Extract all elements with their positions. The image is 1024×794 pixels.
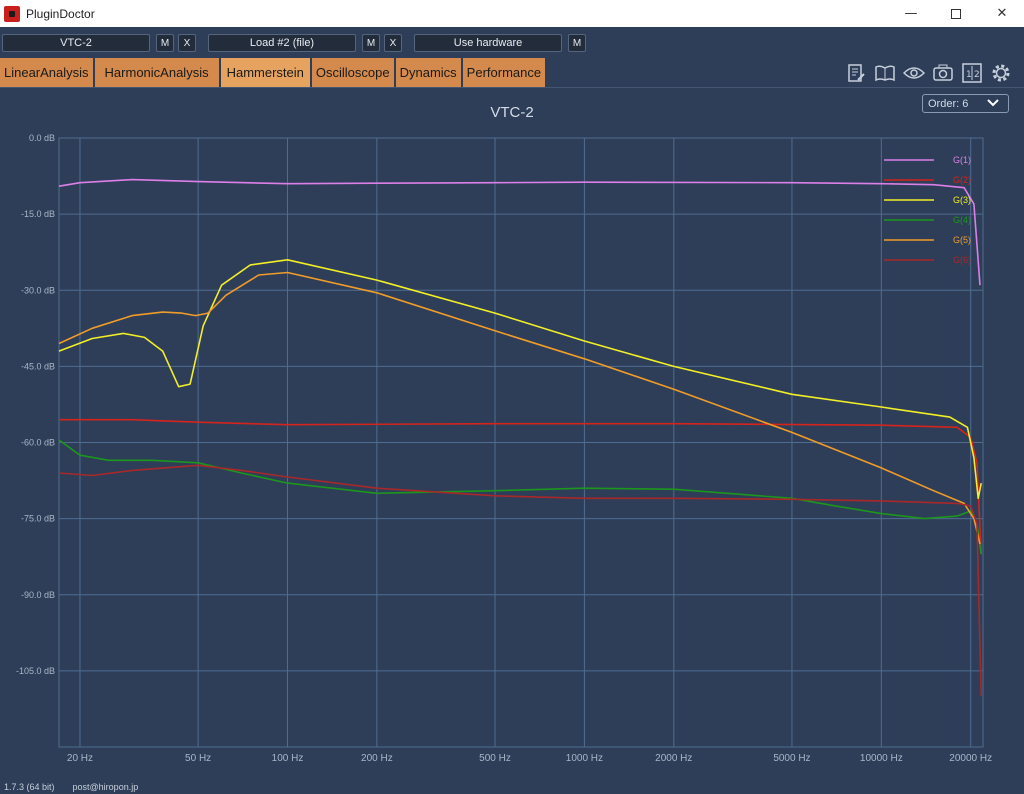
close-button[interactable]: ✕: [996, 6, 1008, 21]
camera-icon[interactable]: [931, 62, 955, 84]
toolbar: VTC-2 M X Load #2 (file) M X Use hardwar…: [0, 27, 1024, 58]
series-line-G5: [58, 271, 981, 545]
contact-email: post@hiropon.jp: [72, 782, 139, 792]
tab-divider: [0, 87, 1024, 88]
series-line-G3: [58, 259, 982, 500]
x-tick-label: 50 Hz: [185, 753, 211, 764]
y-tick-label: -105.0 dB: [16, 666, 55, 676]
x-tick-label: 500 Hz: [479, 753, 511, 764]
svg-text:2: 2: [974, 70, 980, 80]
plugin-selector[interactable]: VTC-2: [2, 34, 150, 52]
legend-label: G(6): [953, 255, 971, 265]
x-tick-label: 20 Hz: [67, 753, 93, 764]
footer: 1.7.3 (64 bit) post@hiropon.jp: [4, 782, 138, 792]
y-tick-label: -60.0 dB: [21, 438, 55, 448]
notes-icon[interactable]: [844, 62, 868, 84]
tab-linear-analysis[interactable]: LinearAnalysis: [0, 58, 95, 87]
series-line-G2: [59, 418, 982, 555]
load-mono-button[interactable]: M: [362, 34, 380, 52]
load-remove-button[interactable]: X: [384, 34, 402, 52]
book-icon[interactable]: [873, 62, 897, 84]
svg-text:1: 1: [966, 70, 972, 80]
x-tick-label: 100 Hz: [272, 753, 304, 764]
y-tick-label: -45.0 dB: [21, 361, 55, 371]
hardware-mono-button[interactable]: M: [568, 34, 586, 52]
hardware-selector[interactable]: Use hardware: [414, 34, 562, 52]
y-tick-label: -15.0 dB: [21, 209, 55, 219]
x-tick-label: 1000 Hz: [566, 753, 603, 764]
analysis-tabs: LinearAnalysis HarmonicAnalysis Hammerst…: [0, 58, 548, 87]
y-tick-label: -90.0 dB: [21, 590, 55, 600]
series-line-G1: [58, 178, 981, 286]
y-tick-label: 0.0 dB: [29, 133, 55, 143]
legend-label: G(1): [953, 155, 971, 165]
legend-label: G(4): [953, 215, 971, 225]
tab-oscilloscope[interactable]: Oscilloscope: [311, 58, 396, 87]
order-select-value: Order: 6: [928, 97, 969, 110]
plugin-mono-button[interactable]: M: [156, 34, 174, 52]
version-label: 1.7.3 (64 bit): [4, 782, 55, 792]
chart-title: VTC-2: [490, 104, 534, 121]
minimize-button[interactable]: —: [904, 6, 918, 21]
maximize-icon: [951, 8, 961, 19]
series-line-G4: [58, 439, 982, 555]
y-tick-label: -75.0 dB: [21, 514, 55, 524]
tab-harmonic-analysis[interactable]: HarmonicAnalysis: [94, 58, 221, 87]
legend-label: G(5): [953, 235, 971, 245]
order-select[interactable]: Order: 6: [922, 94, 1009, 113]
legend-label: G(2): [953, 175, 971, 185]
x-tick-label: 20000 Hz: [949, 753, 992, 764]
gear-icon[interactable]: [989, 62, 1013, 84]
hammerstein-chart: 0.0 dB -15.0 dB -30.0 dB -45.0 dB -60.0 dB -7…: [16, 133, 992, 764]
x-tick-label: 10000 Hz: [860, 753, 903, 764]
x-tick-label: 2000 Hz: [655, 753, 692, 764]
title-bar: PluginDoctor — ✕: [0, 0, 1024, 27]
tab-dynamics[interactable]: Dynamics: [395, 58, 463, 87]
load-selector[interactable]: Load #2 (file): [208, 34, 356, 52]
series-line-G6: [58, 464, 982, 697]
tab-hammerstein[interactable]: Hammerstein: [220, 58, 312, 87]
y-tick-label: -30.0 dB: [21, 285, 55, 295]
x-tick-label: 5000 Hz: [773, 753, 810, 764]
legend-label: G(3): [953, 195, 971, 205]
app-title: PluginDoctor: [26, 6, 95, 21]
plugin-remove-button[interactable]: X: [178, 34, 196, 52]
maximize-button[interactable]: [933, 0, 979, 27]
chevron-down-icon: [986, 98, 1000, 111]
eye-icon[interactable]: [902, 62, 926, 84]
x-tick-label: 200 Hz: [361, 753, 393, 764]
tab-performance[interactable]: Performance: [462, 58, 548, 87]
app-logo-icon: [4, 5, 20, 22]
